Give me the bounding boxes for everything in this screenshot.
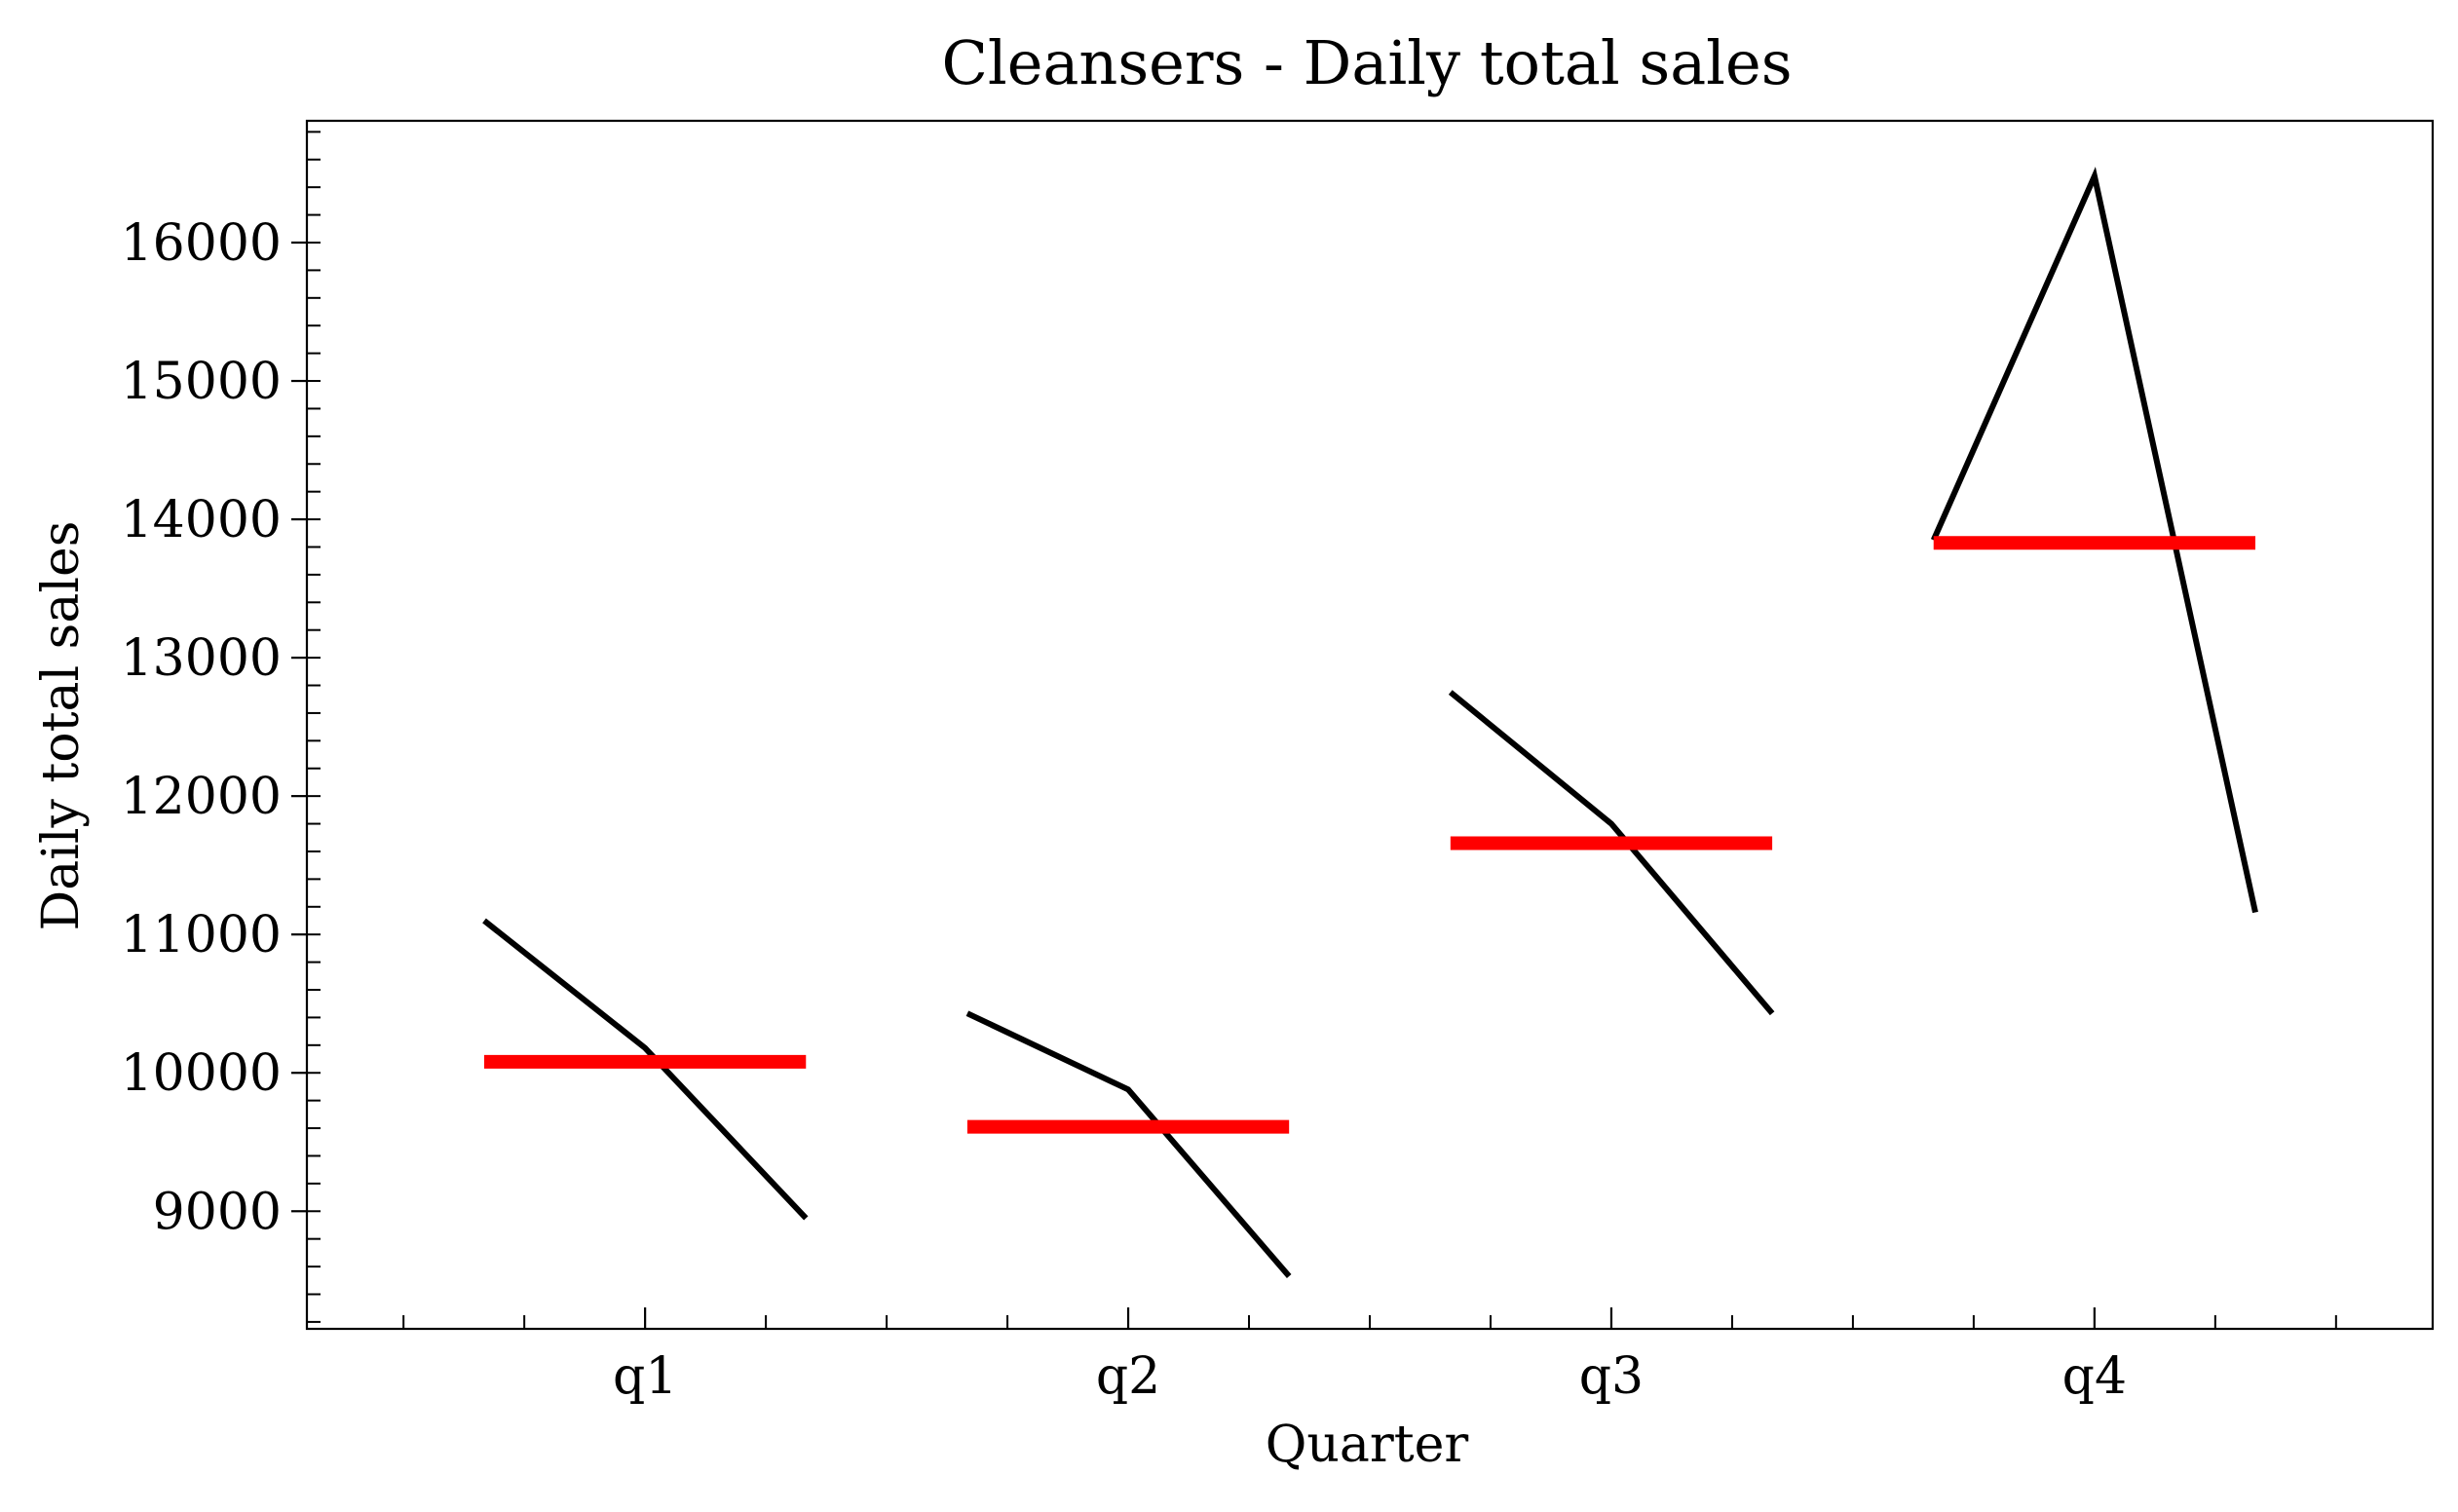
x-axis-label: Quarter: [1266, 1416, 1469, 1474]
y-tick-label: 13000: [121, 629, 282, 688]
x-tick-label: q3: [1579, 1347, 1644, 1406]
y-axis-label: Daily total sales: [32, 521, 91, 931]
x-tick-label: q2: [1096, 1347, 1160, 1406]
plot-frame: [305, 119, 2435, 1331]
y-tick-label: 10000: [121, 1044, 282, 1103]
plot-area: 9000 10000 11000 12000 13000 14000 15000 16000 q…: [121, 119, 2435, 1406]
y-tick-label: 15000: [121, 353, 282, 411]
series-line-q2: [965, 1010, 1292, 1278]
y-tick-label: 12000: [121, 768, 282, 826]
x-tick-label: q1: [613, 1347, 677, 1406]
y-tick-label: 16000: [121, 214, 282, 273]
series-line-q1: [482, 918, 809, 1221]
y-tick-label: 14000: [121, 491, 282, 549]
series-line-q4: [1930, 167, 2258, 914]
y-tick-label: 9000: [153, 1183, 282, 1241]
y-tick-label: 11000: [121, 906, 282, 964]
x-tick-label: q4: [2062, 1347, 2127, 1406]
series-line-q3: [1448, 690, 1775, 1016]
chart-title: Cleansers - Daily total sales: [941, 27, 1792, 98]
